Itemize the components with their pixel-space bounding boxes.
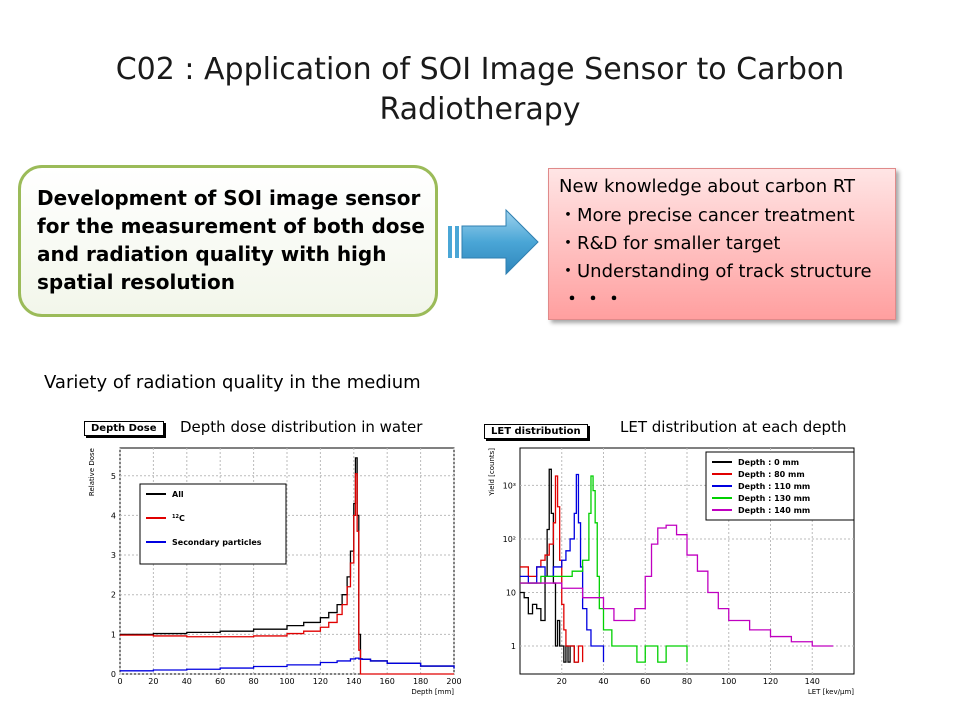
- slide-title: C02 : Application of SOI Image Sensor to…: [60, 50, 900, 130]
- x-tick-label: 120: [763, 677, 778, 686]
- y-axis-label: Relative Dose: [88, 448, 96, 496]
- legend-label: Secondary particles: [172, 538, 262, 547]
- legend-label: Depth : 130 mm: [738, 494, 810, 503]
- list-item: ・Understanding of track structure: [559, 261, 872, 282]
- x-tick-label: 80: [682, 677, 692, 686]
- series-line: [520, 524, 834, 647]
- chart-title: Depth dose distribution in water: [180, 418, 423, 436]
- x-tick-label: 20: [557, 677, 567, 686]
- x-tick-label: 120: [313, 677, 328, 686]
- x-axis-label: LET [kev/μm]: [808, 688, 854, 696]
- x-tick-label: 60: [640, 677, 650, 686]
- right-arrow-icon: [448, 208, 539, 276]
- x-tick-label: 40: [598, 677, 608, 686]
- series-line: [120, 473, 454, 675]
- x-tick-label: 140: [346, 677, 361, 686]
- legend-label: 12C: [172, 514, 185, 523]
- x-tick-label: 60: [215, 677, 225, 686]
- x-tick-label: 0: [117, 677, 122, 686]
- y-tick-label: 10²: [503, 535, 516, 544]
- title-line-2: Radiotherapy: [379, 92, 581, 127]
- y-tick-label: 2: [111, 591, 116, 600]
- series-line: [520, 473, 605, 663]
- legend-label: Depth : 0 mm: [738, 458, 799, 467]
- x-tick-label: 100: [279, 677, 294, 686]
- x-axis-label: Depth [mm]: [411, 688, 454, 696]
- series-line: [520, 475, 688, 663]
- legend-label: Depth : 110 mm: [738, 482, 810, 491]
- y-tick-label: 0: [111, 670, 116, 679]
- ellipsis: ・・・: [563, 289, 626, 310]
- y-tick-label: 1: [111, 630, 116, 639]
- x-tick-label: 40: [182, 677, 192, 686]
- knowledge-list: ・More precise cancer treatment ・R&D for …: [559, 202, 872, 286]
- development-box: Development of SOI image sensor for the …: [18, 165, 438, 317]
- legend-box: [139, 483, 287, 565]
- x-tick-label: 20: [148, 677, 158, 686]
- knowledge-box: New knowledge about carbon RT ・More prec…: [548, 168, 896, 320]
- legend-label: Depth : 140 mm: [738, 506, 810, 515]
- x-tick-label: 200: [446, 677, 461, 686]
- chart-tag: Depth Dose: [84, 421, 164, 436]
- let-distribution-chart: 20 40 60 80 100 120 140 1 10 10² 10³ LET [kev/μm] Yi…: [488, 447, 855, 696]
- x-tick-label: 160: [380, 677, 395, 686]
- y-tick-label: 4: [111, 511, 116, 520]
- series-line: [520, 475, 584, 663]
- legend-label: All: [172, 490, 184, 499]
- title-line-1: C02 : Application of SOI Image Sensor to…: [115, 52, 845, 87]
- y-tick-label: 3: [111, 551, 116, 560]
- subheading: Variety of radiation quality in the medi…: [44, 372, 421, 393]
- chart-tag: LET distribution: [484, 424, 588, 439]
- list-item: ・R&D for smaller target: [559, 233, 781, 254]
- x-tick-label: 180: [413, 677, 428, 686]
- y-tick-label: 10³: [503, 481, 516, 490]
- y-tick-label: 10: [506, 588, 516, 597]
- knowledge-heading: New knowledge about carbon RT: [559, 176, 856, 197]
- y-tick-label: 5: [111, 472, 116, 481]
- x-tick-label: 140: [805, 677, 820, 686]
- depth-dose-chart: 0 20 40 60 80 100 120 140 160 180 200 0 1 2 3 4 5 Depth […: [88, 447, 462, 696]
- y-tick-label: 1: [511, 642, 516, 651]
- x-tick-label: 80: [249, 677, 259, 686]
- series-line: [120, 657, 455, 672]
- chart-title: LET distribution at each depth: [620, 418, 847, 436]
- development-text: Development of SOI image sensor for the …: [37, 186, 425, 294]
- legend-label: Depth : 80 mm: [738, 470, 805, 479]
- x-tick-label: 100: [721, 677, 736, 686]
- list-item: ・More precise cancer treatment: [559, 205, 855, 226]
- y-axis-label: Yield [counts]: [488, 448, 496, 497]
